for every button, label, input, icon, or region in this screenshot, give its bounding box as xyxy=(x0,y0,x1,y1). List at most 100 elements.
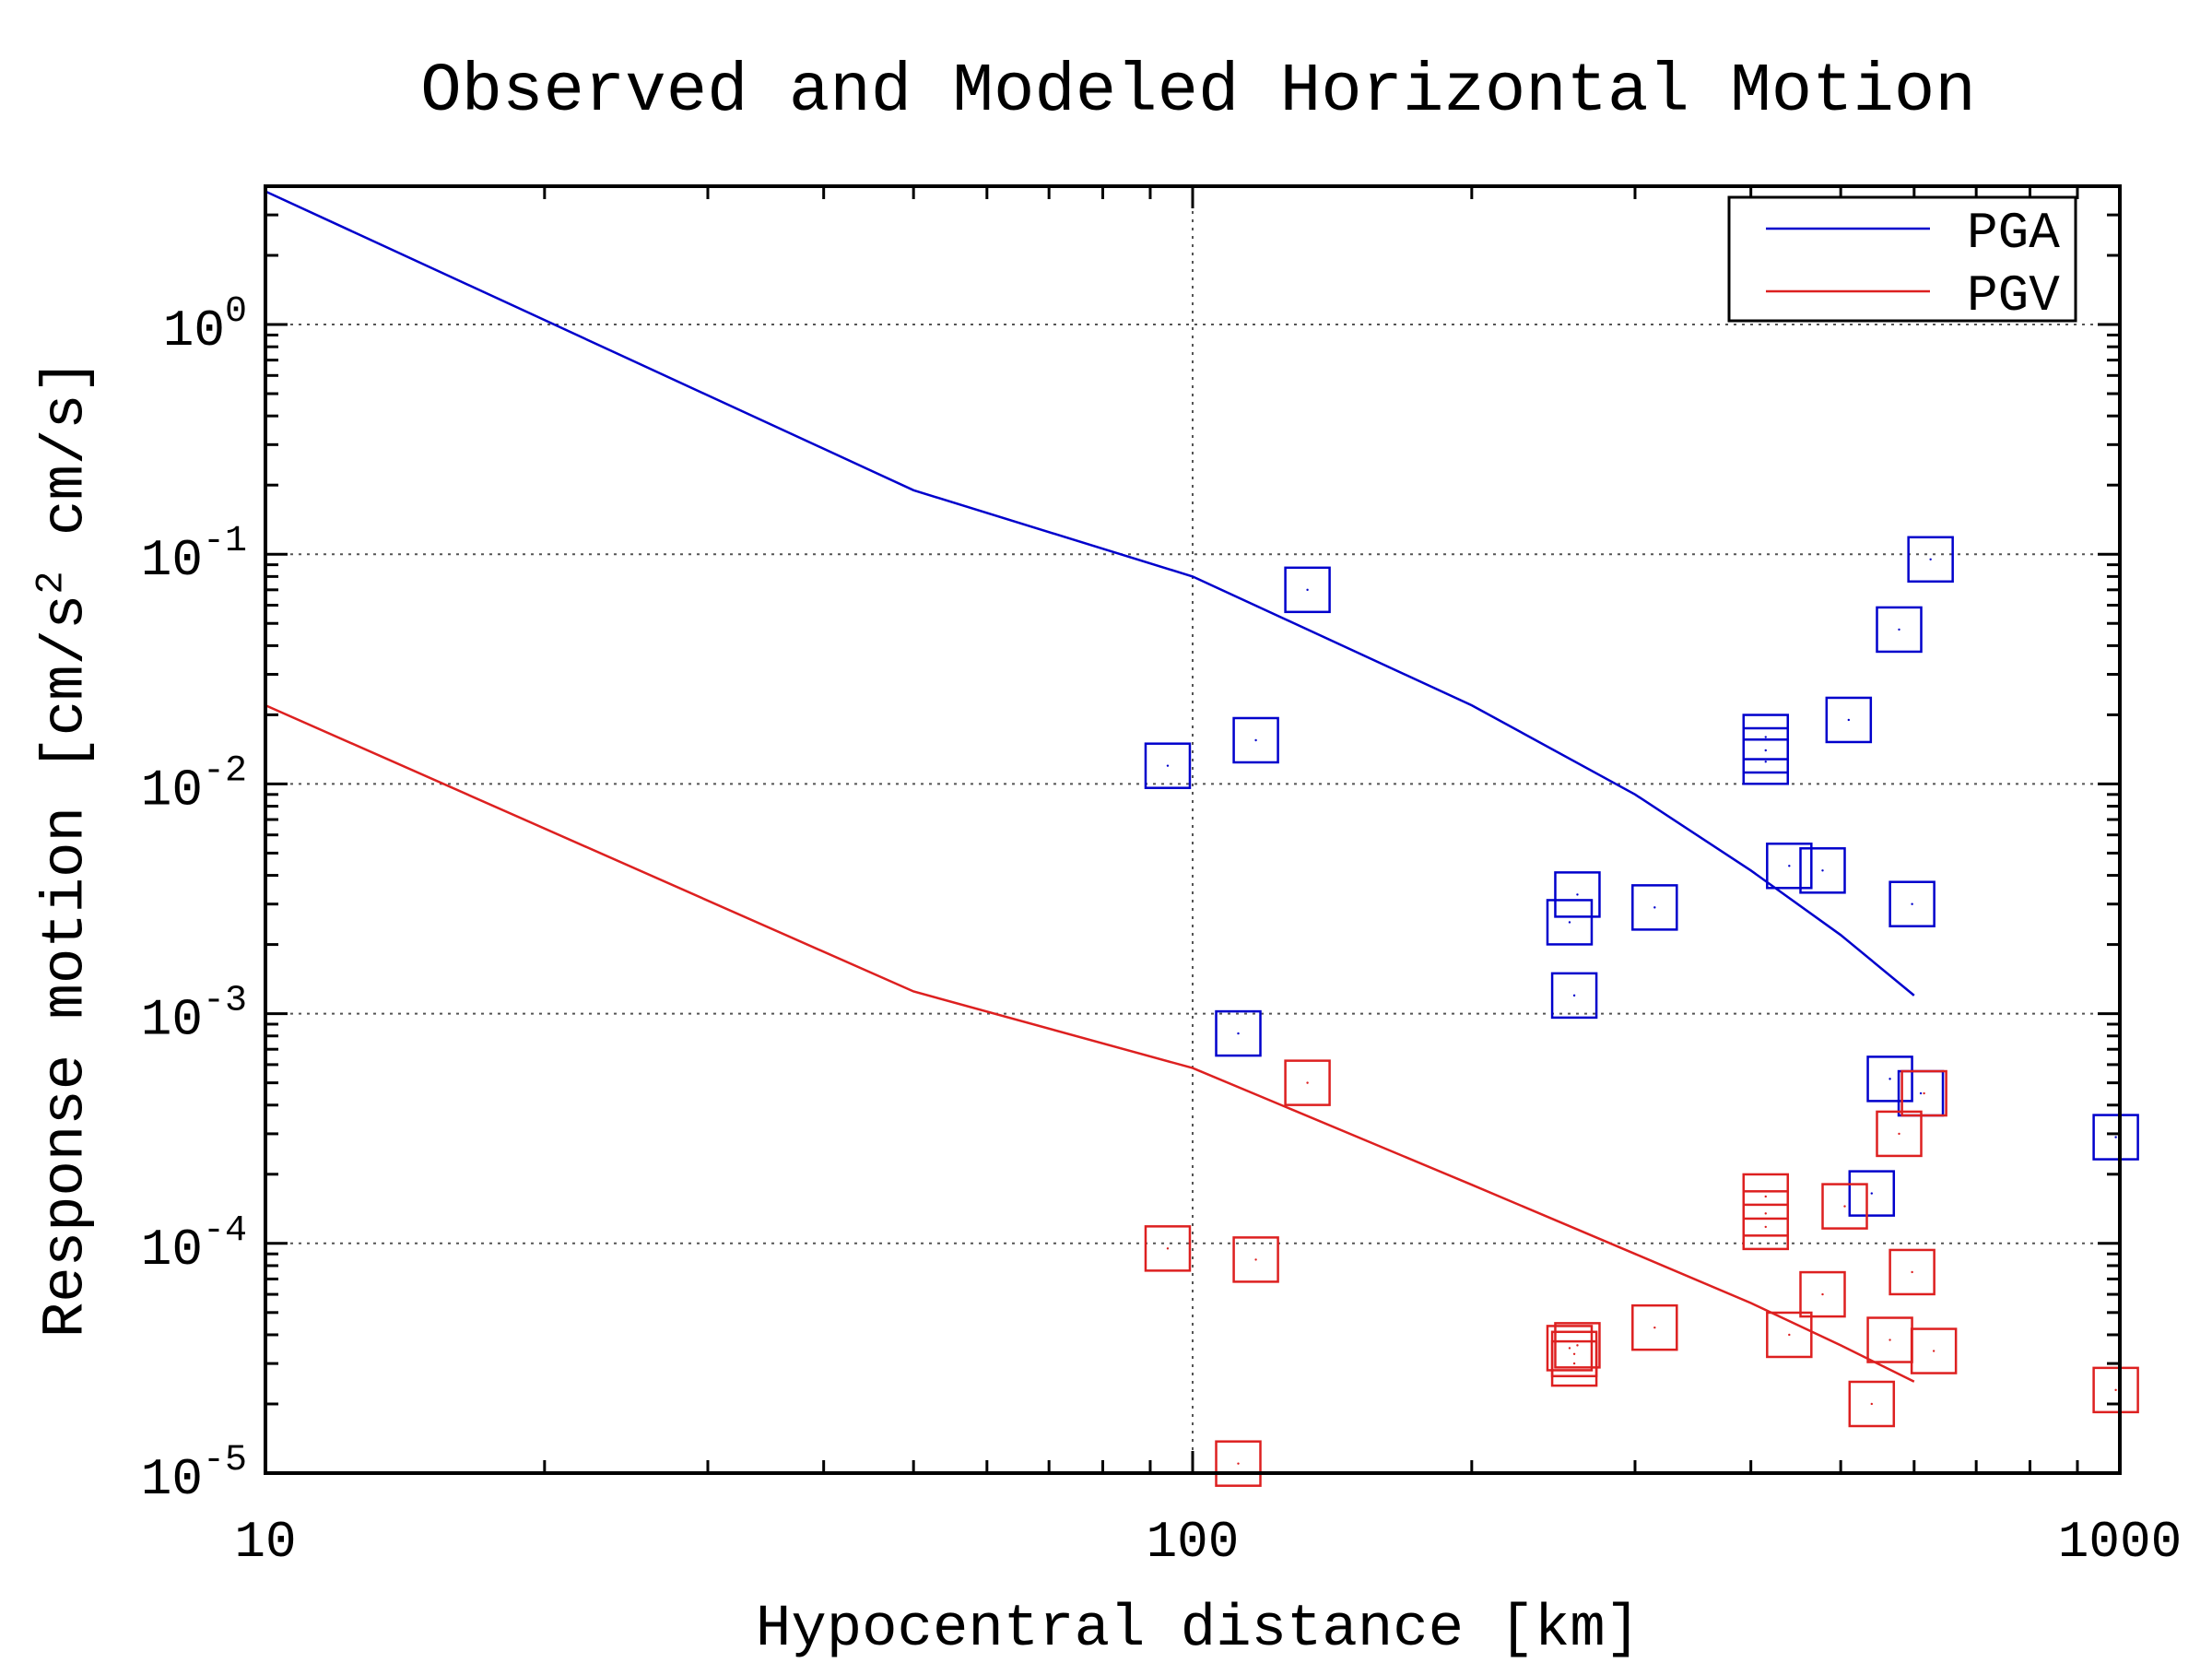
pga-observed-point xyxy=(1631,884,1678,931)
pgv-observed-center xyxy=(1821,1292,1824,1296)
pgv-observed-point xyxy=(1900,1069,1947,1117)
pga-observed-point xyxy=(1215,1009,1262,1057)
pgv-observed-center xyxy=(2114,1388,2117,1392)
pgv-observed-point xyxy=(1848,1380,1896,1428)
pgv-observed-center xyxy=(1870,1402,1873,1406)
pgv-observed-center xyxy=(1932,1350,1936,1352)
pgv-observed-point xyxy=(1742,1203,1790,1251)
pgv-observed-point xyxy=(1550,1339,1598,1387)
pgv-observed-center xyxy=(1888,1339,1891,1341)
pgv-observed-point xyxy=(1232,1236,1279,1283)
grid-layer xyxy=(265,186,2120,1473)
x-axis-label: Hypocentral distance [km] xyxy=(755,1597,1641,1663)
pga-observed-point xyxy=(1766,843,1813,890)
pga-observed-center xyxy=(1788,865,1791,867)
pga-observed-point xyxy=(1799,847,1846,894)
pgv-observed-point xyxy=(2092,1366,2139,1414)
legend-box xyxy=(1727,195,2077,323)
pga-observed-center xyxy=(1166,764,1170,767)
pgv-observed-center xyxy=(1843,1205,1846,1208)
pgv-observed-center xyxy=(1898,1132,1900,1136)
chart-title: Observed and Modeled Horizontal Motion xyxy=(420,53,1976,131)
pgv-observed-center xyxy=(1568,1347,1571,1350)
pgv-observed-point xyxy=(1766,1311,1813,1359)
pga-observed-center xyxy=(1572,994,1576,997)
pga-observed-center xyxy=(1764,761,1767,763)
pga-observed-center xyxy=(1568,921,1571,924)
pga-observed-point xyxy=(1232,716,1279,764)
pga-observed-point xyxy=(1907,536,1954,584)
pgv-observed-center xyxy=(1653,1326,1656,1329)
pgv-observed-point xyxy=(1284,1059,1331,1106)
series-layer xyxy=(265,190,2139,1487)
y-tick-label: 10-1 xyxy=(141,521,247,590)
pgv-observed-center xyxy=(1237,1462,1240,1465)
y-tick-label: 10-3 xyxy=(141,981,247,1050)
pga-observed-point xyxy=(1742,738,1790,785)
pga-observed-point xyxy=(1546,899,1594,946)
pgv-observed-point xyxy=(1821,1183,1868,1230)
pgv-observed-center xyxy=(1764,1195,1767,1198)
y-axis-label: Response motion [cm/s2 cm/s] xyxy=(29,358,100,1339)
pga-observed-center xyxy=(1576,893,1579,896)
pgv-observed-center xyxy=(1572,1362,1576,1365)
pgv-observed-center xyxy=(1572,1352,1576,1355)
pga-observed-center xyxy=(1929,558,1932,560)
pgv-observed-point xyxy=(1554,1322,1601,1369)
legend-pga-label: PGA xyxy=(1967,204,2060,263)
y-tick-label: 10-4 xyxy=(141,1210,247,1280)
pga-observed-point xyxy=(1284,566,1331,614)
y-tick-label: 100 xyxy=(163,291,247,360)
pgv-observed-center xyxy=(1306,1081,1309,1084)
tick-label-layer: 10 100 1000 100 10-1 10-2 10-3 10-4 10-5 xyxy=(141,291,2182,1572)
pga-observed-center xyxy=(1306,588,1309,592)
pga-observed-center xyxy=(1898,628,1900,631)
pga-model-line xyxy=(265,190,1915,997)
x-tick-label: 10 xyxy=(234,1513,296,1572)
pgv-observed-point xyxy=(1888,1248,1936,1296)
pgv-observed-center xyxy=(1254,1258,1257,1261)
x-tick-label: 1000 xyxy=(2058,1513,2182,1572)
pgv-observed-point xyxy=(1631,1303,1678,1351)
pgv-observed-point xyxy=(1546,1325,1594,1372)
pga-observed-point xyxy=(1550,972,1598,1020)
pga-observed-center xyxy=(1847,718,1851,722)
pgv-observed-center xyxy=(1764,1212,1767,1215)
tick-layer xyxy=(264,184,2120,1475)
x-tick-label: 100 xyxy=(1147,1513,1240,1572)
y-axis-label-wrap: Response motion [cm/s2 cm/s] xyxy=(28,240,101,1457)
pgv-observed-point xyxy=(1799,1270,1846,1318)
pgv-observed-point xyxy=(1215,1440,1262,1487)
pgv-observed-center xyxy=(1923,1091,1925,1095)
legend-pgv-label: PGV xyxy=(1967,266,2060,325)
pga-observed-center xyxy=(1870,1192,1873,1195)
pga-observed-point xyxy=(2092,1114,2139,1161)
pga-observed-point xyxy=(1848,1170,1896,1217)
pga-observed-center xyxy=(1919,1091,1923,1095)
pga-observed-point xyxy=(1888,880,1936,927)
pgv-observed-center xyxy=(1576,1344,1579,1347)
pga-observed-center xyxy=(2114,1136,2117,1138)
pga-observed-point xyxy=(1144,742,1192,789)
y-tick-label: 10-5 xyxy=(141,1440,247,1509)
pgv-observed-center xyxy=(1764,1225,1767,1229)
pga-observed-center xyxy=(1888,1078,1891,1080)
pga-observed-center xyxy=(1764,736,1767,738)
pga-observed-center xyxy=(1254,738,1257,742)
pga-observed-point xyxy=(1866,1056,1913,1103)
pgv-observed-point xyxy=(1910,1327,1958,1374)
y-tick-label: 10-2 xyxy=(141,750,247,820)
pga-observed-point xyxy=(1876,606,1923,654)
pgv-observed-center xyxy=(1911,1270,1913,1274)
pga-observed-center xyxy=(1911,902,1913,905)
pga-observed-center xyxy=(1821,869,1824,872)
pga-observed-center xyxy=(1764,749,1767,752)
pga-observed-center xyxy=(1237,1032,1240,1035)
pga-observed-point xyxy=(1825,696,1873,744)
pgv-observed-center xyxy=(1788,1333,1791,1337)
pga-observed-center xyxy=(1653,906,1656,909)
pgv-observed-point xyxy=(1144,1225,1192,1272)
pgv-observed-point xyxy=(1876,1110,1923,1158)
pgv-model-line xyxy=(265,703,1915,1383)
